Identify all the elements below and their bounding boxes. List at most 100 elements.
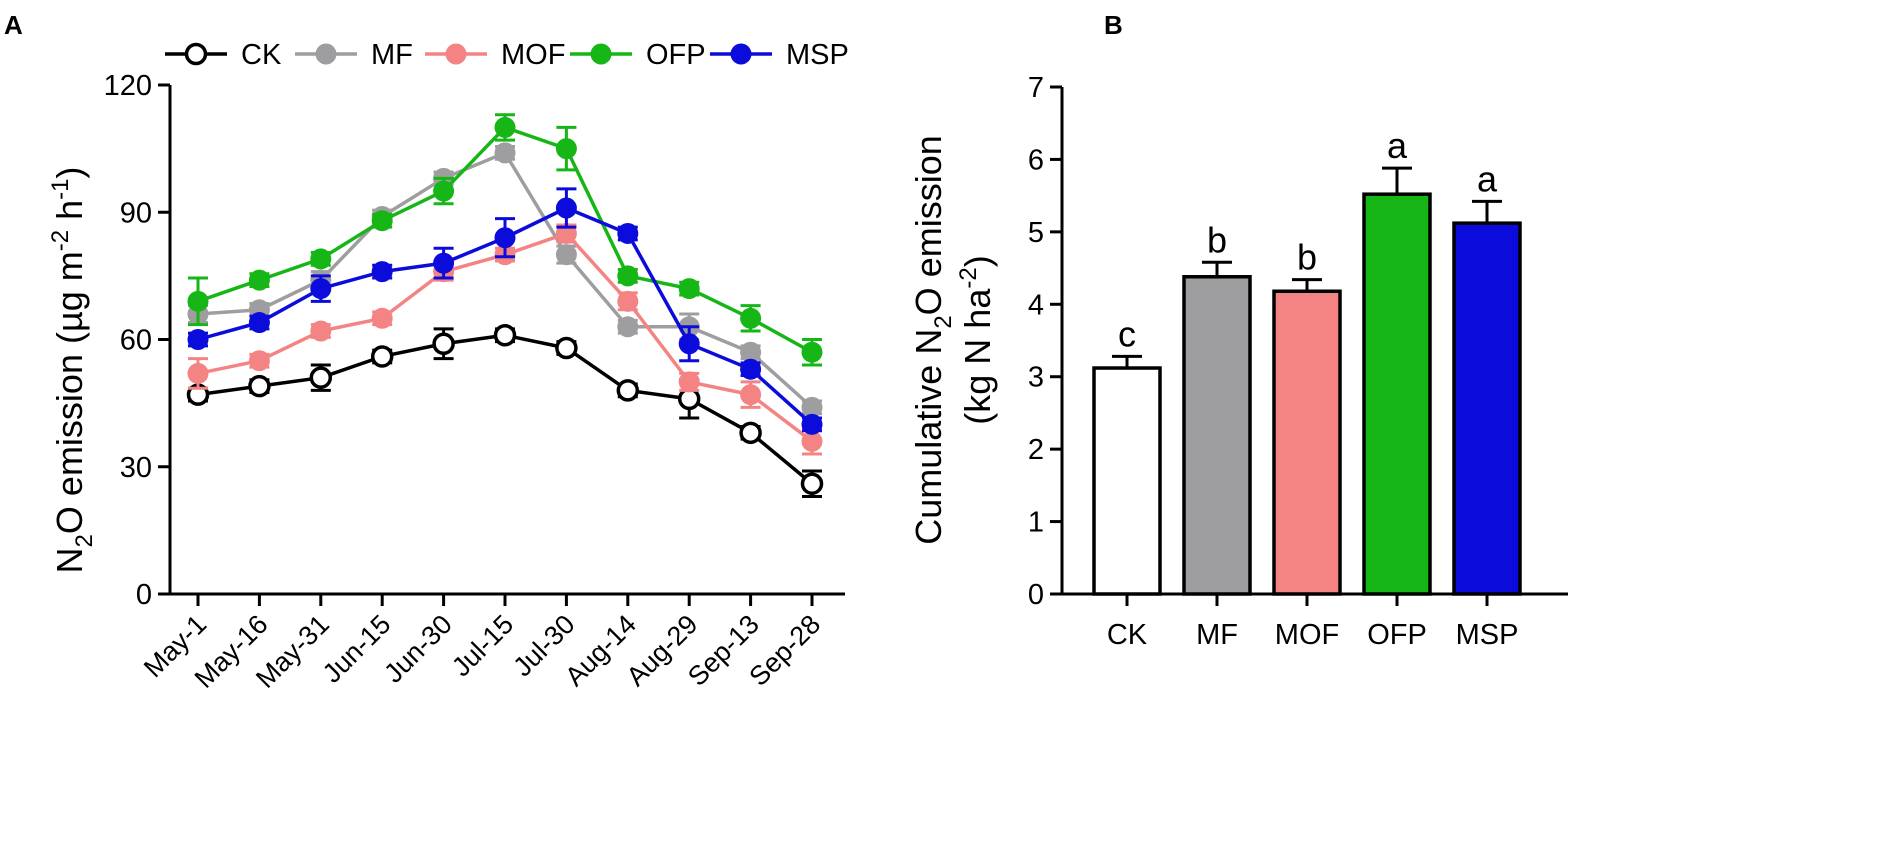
point-ck xyxy=(739,421,762,445)
point-msp xyxy=(433,252,455,274)
point-ck xyxy=(309,366,333,389)
point-mf xyxy=(801,396,823,418)
y-tick-label-b: 1 xyxy=(1028,507,1044,539)
bar-chart-panel-b: 0 1 2 3 4 5 6 7 c CK b MF b MOF a OFP a MSP Cumulative N… xyxy=(908,72,1568,651)
legend-item-mf: MF xyxy=(295,39,413,71)
point-ck xyxy=(555,336,578,360)
y-ticks-panel-b: 0 1 2 3 4 5 6 7 xyxy=(1028,72,1062,611)
point-ofp xyxy=(617,265,639,287)
point-ck xyxy=(370,345,394,368)
point-ck xyxy=(248,374,271,398)
point-msp xyxy=(617,222,639,244)
legend-item-msp: MSP xyxy=(710,39,849,71)
legend-item-mof: MOF xyxy=(425,39,565,71)
significance-label-msp: a xyxy=(1477,158,1498,199)
point-msp xyxy=(248,312,270,334)
point-mf xyxy=(494,142,516,164)
bar-ofp xyxy=(1362,192,1432,596)
x-tick-label-a: Jun-15 xyxy=(317,609,397,689)
point-ck xyxy=(493,324,517,347)
point-mof xyxy=(678,371,700,393)
legend-marker-ck xyxy=(184,42,208,66)
point-msp xyxy=(740,358,762,380)
y-axis-label-line2-panel-b: (kg N ha-2) xyxy=(955,255,998,424)
bar-ck xyxy=(1092,366,1162,596)
y-tick-label-a: 0 xyxy=(136,579,152,611)
point-ofp xyxy=(248,269,270,291)
series-ofp xyxy=(187,113,823,367)
point-msp xyxy=(678,333,700,355)
bar-msp xyxy=(1452,221,1522,596)
bars-panel-b: c CK b MF b MOF a OFP a MSP xyxy=(1092,125,1522,651)
point-mof xyxy=(187,362,209,384)
x-ticks-panel-a: May-1May-16May-31Jun-15Jun-30Jul-15Jul-3… xyxy=(138,594,826,694)
y-tick-label-b: 7 xyxy=(1028,72,1044,104)
y-tick-label-a: 90 xyxy=(120,197,152,229)
point-ofp xyxy=(371,210,393,232)
point-mof xyxy=(801,430,823,452)
significance-label-mof: b xyxy=(1297,237,1317,278)
legend-item-ck: CK xyxy=(165,39,282,71)
series-panel-a xyxy=(186,113,824,498)
x-tick-label-a: Jun-30 xyxy=(378,609,458,689)
legend-label-mf: MF xyxy=(371,39,413,71)
point-msp xyxy=(555,197,577,219)
line-chart-panel-a: CK MF MOF OFP MSP 0 30 60 90 120 May-1May-16May-… xyxy=(47,39,849,694)
y-axis-label-line1-panel-b: Cumulative N2O emission xyxy=(908,135,957,545)
point-ofp xyxy=(555,138,577,160)
point-mf xyxy=(555,244,577,266)
y-tick-label-b: 5 xyxy=(1028,217,1044,249)
bar-group-msp: a MSP xyxy=(1452,158,1522,651)
point-ofp xyxy=(310,248,332,270)
bar-mof xyxy=(1272,289,1342,596)
y-tick-label-a: 120 xyxy=(104,70,152,102)
point-ofp xyxy=(433,180,455,202)
y-ticks-panel-a: 0 30 60 90 120 xyxy=(104,70,170,611)
point-mf xyxy=(740,341,762,363)
point-mof xyxy=(740,384,762,406)
point-msp xyxy=(371,261,393,283)
point-msp xyxy=(310,278,332,300)
panel-a-label: A xyxy=(4,10,23,40)
x-tick-label-a: Jul-15 xyxy=(446,609,519,682)
point-mof xyxy=(310,320,332,342)
bar-group-mof: b MOF xyxy=(1272,237,1342,651)
y-tick-label-b: 4 xyxy=(1028,289,1044,321)
x-tick-label-ofp: OFP xyxy=(1367,619,1427,651)
legend-marker-mof xyxy=(445,43,467,65)
legend-label-ck: CK xyxy=(241,39,282,71)
legend-marker-mf xyxy=(315,43,337,65)
bar-group-mf: b MF xyxy=(1182,219,1252,651)
legend-marker-ofp xyxy=(590,43,612,65)
point-msp xyxy=(494,227,516,249)
point-mof xyxy=(617,290,639,312)
point-ofp xyxy=(678,278,700,300)
panel-b-label: B xyxy=(1104,10,1123,40)
point-ofp xyxy=(187,290,209,312)
point-mof xyxy=(371,307,393,329)
x-tick-label-mof: MOF xyxy=(1275,619,1339,651)
point-ofp xyxy=(494,116,516,138)
point-ck xyxy=(616,379,640,402)
x-tick-label-mf: MF xyxy=(1196,619,1238,651)
series-mf xyxy=(187,142,823,418)
point-msp xyxy=(801,413,823,435)
legend-label-msp: MSP xyxy=(786,39,849,71)
y-tick-label-b: 3 xyxy=(1028,362,1044,394)
y-tick-label-a: 60 xyxy=(120,325,152,357)
bar-mf xyxy=(1182,275,1252,596)
y-tick-label-b: 0 xyxy=(1028,579,1044,611)
point-ofp xyxy=(740,307,762,329)
legend-panel-a: CK MF MOF OFP MSP xyxy=(165,39,849,71)
y-axis-label-panel-a: N2O emission (µg m-2 h-1) xyxy=(47,167,98,574)
legend-item-ofp: OFP xyxy=(570,39,706,71)
bar-group-ck: c CK xyxy=(1092,313,1162,651)
significance-label-ck: c xyxy=(1118,313,1136,354)
significance-label-ofp: a xyxy=(1387,125,1408,166)
point-mf xyxy=(617,316,639,338)
y-tick-label-b: 2 xyxy=(1028,434,1044,466)
x-tick-label-msp: MSP xyxy=(1456,619,1519,651)
line-mf xyxy=(197,151,814,409)
bar-group-ofp: a OFP xyxy=(1362,125,1432,651)
y-tick-label-b: 6 xyxy=(1028,144,1044,176)
